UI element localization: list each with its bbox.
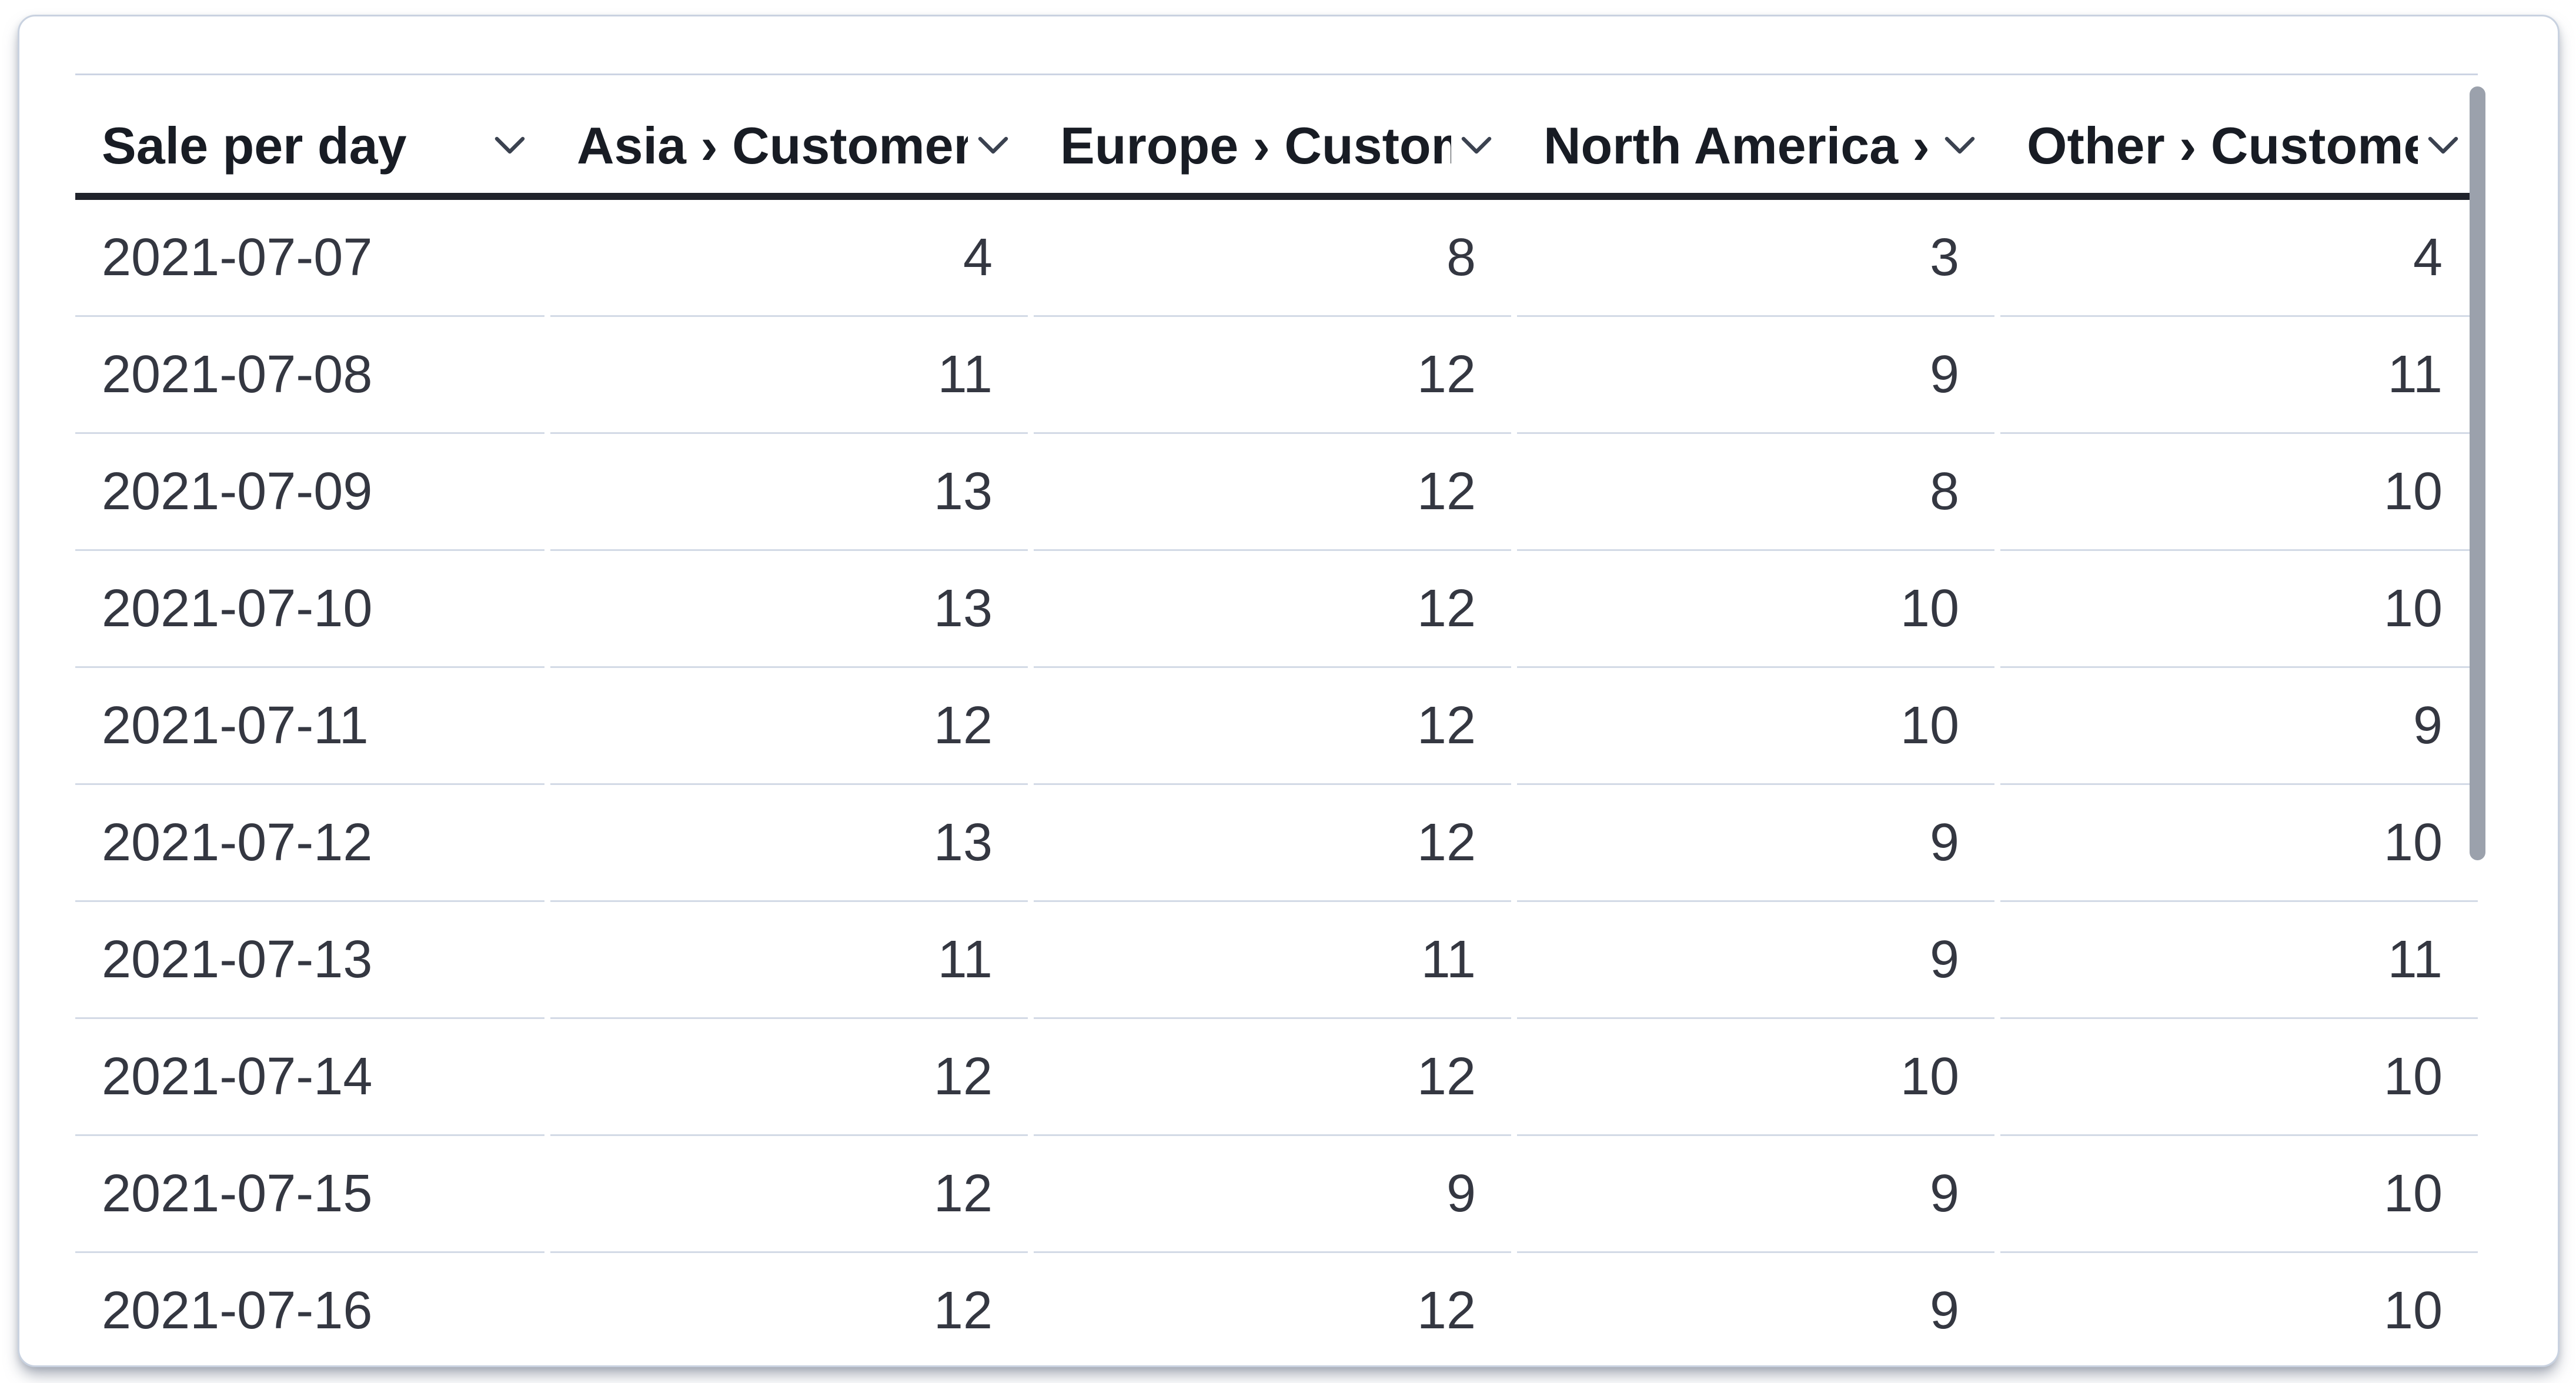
data-grid-header: Sale per day Asia › Customers Europe › Cus… [75,74,2478,200]
row-value-cell: 12 [1034,551,1511,668]
column-header-label: Sale per day [102,116,407,175]
row-value-cell: 11 [1034,902,1511,1019]
row-value-cell: 9 [1517,1136,1994,1253]
row-date-cell: 2021-07-08 [75,317,544,434]
row-value-cell: 12 [550,1253,1028,1365]
row-date-cell: 2021-07-13 [75,902,544,1019]
row-value-cell: 10 [2000,434,2478,551]
row-value-cell: 10 [2000,785,2478,902]
row-value-cell: 13 [550,551,1028,668]
chevron-down-icon [495,136,525,154]
row-value-cell: 10 [2000,1019,2478,1136]
row-value-cell: 4 [2000,200,2478,317]
column-header-asia[interactable]: Asia › Customers [550,75,1028,193]
row-value-cell: 12 [1034,317,1511,434]
column-header-date[interactable]: Sale per day [75,75,544,193]
row-value-cell: 12 [1034,434,1511,551]
row-value-cell: 12 [1034,1019,1511,1136]
row-value-cell: 10 [2000,1253,2478,1365]
row-value-cell: 9 [1517,785,1994,902]
row-value-cell: 10 [1517,551,1994,668]
row-date-cell: 2021-07-07 [75,200,544,317]
row-value-cell: 8 [1517,434,1994,551]
column-header-europe[interactable]: Europe › Customers [1034,75,1511,193]
column-header-label: North America › Customers [1543,116,1934,175]
row-value-cell: 13 [550,785,1028,902]
row-value-cell: 12 [550,1136,1028,1253]
row-value-cell: 9 [2000,668,2478,785]
row-value-cell: 8 [1034,200,1511,317]
row-value-cell: 12 [550,1019,1028,1136]
row-value-cell: 11 [2000,317,2478,434]
data-grid-body: 2021-07-07 4 8 3 4 2021-07-08 11 12 9 11 2021-07-0… [75,200,2478,1365]
column-header-other[interactable]: Other › Customers [2000,75,2478,193]
row-value-cell: 10 [2000,1136,2478,1253]
row-value-cell: 9 [1517,317,1994,434]
row-date-cell: 2021-07-09 [75,434,544,551]
row-value-cell: 11 [550,902,1028,1019]
row-date-cell: 2021-07-16 [75,1253,544,1365]
data-grid: Sale per day Asia › Customers Europe › Cus… [75,74,2478,1365]
row-date-cell: 2021-07-14 [75,1019,544,1136]
chevron-down-icon [1461,136,1492,154]
chevron-down-icon [2428,136,2458,154]
row-value-cell: 12 [1034,1253,1511,1365]
row-date-cell: 2021-07-11 [75,668,544,785]
row-date-cell: 2021-07-15 [75,1136,544,1253]
vertical-scrollbar-thumb[interactable] [2470,86,2485,860]
row-value-cell: 12 [1034,785,1511,902]
column-header-label: Other › Customers [2027,116,2418,175]
row-value-cell: 12 [1034,668,1511,785]
column-header-label: Asia › Customers [577,116,968,175]
column-header-north_america[interactable]: North America › Customers [1517,75,1994,193]
row-value-cell: 9 [1517,902,1994,1019]
row-value-cell: 12 [550,668,1028,785]
datatable-card: Sale per day Asia › Customers Europe › Cus… [18,15,2560,1367]
column-header-label: Europe › Customers [1060,116,1451,175]
chevron-down-icon [978,136,1008,154]
row-date-cell: 2021-07-10 [75,551,544,668]
chevron-down-icon [1944,136,1975,154]
row-value-cell: 11 [550,317,1028,434]
row-value-cell: 13 [550,434,1028,551]
row-value-cell: 10 [1517,1019,1994,1136]
row-value-cell: 9 [1517,1253,1994,1365]
row-value-cell: 9 [1034,1136,1511,1253]
row-value-cell: 3 [1517,200,1994,317]
row-value-cell: 10 [2000,551,2478,668]
row-value-cell: 11 [2000,902,2478,1019]
row-value-cell: 10 [1517,668,1994,785]
row-value-cell: 4 [550,200,1028,317]
row-date-cell: 2021-07-12 [75,785,544,902]
